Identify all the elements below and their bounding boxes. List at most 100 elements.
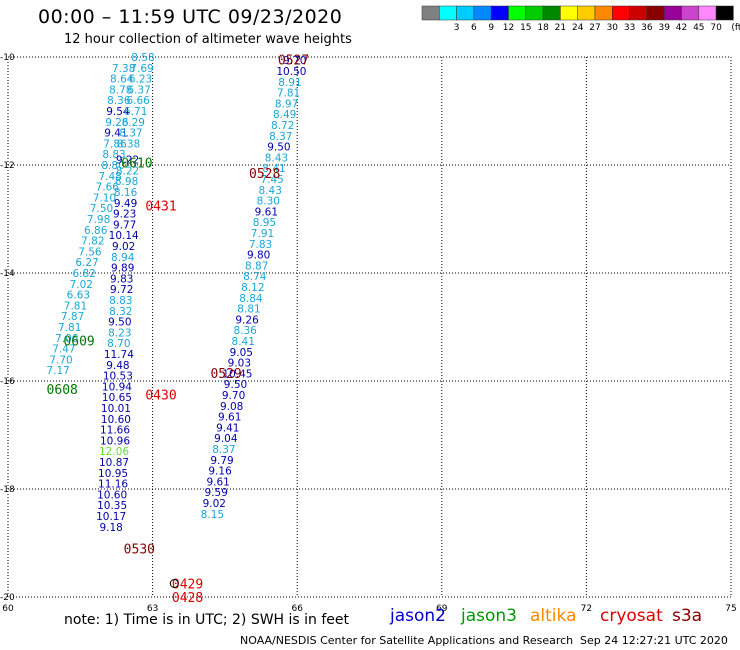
wave-height-label: 10.65 [102, 392, 132, 404]
wave-height-label: 7.69 [130, 63, 153, 75]
wave-height-label: 10.94 [102, 381, 132, 393]
wave-height-label: 7.81 [277, 88, 300, 100]
wave-height-label: 7.10 [93, 192, 116, 204]
x-tick-label: 63 [147, 604, 158, 614]
wave-height-label: 9.03 [228, 358, 251, 370]
wave-height-label: 8.22 [116, 165, 139, 177]
wave-height-label: 9.50 [108, 317, 131, 329]
wave-height-label: 8.37 [119, 128, 142, 140]
wave-height-label: 7.81 [64, 300, 87, 312]
legend-unit-label: (ft) [731, 23, 740, 33]
legend-bin-label: 6 [471, 23, 477, 33]
legend-swatch [439, 5, 457, 21]
wave-height-label: 10.53 [103, 371, 133, 383]
wave-height-label: 8.38 [117, 138, 140, 150]
track-endpoint-marker [169, 579, 179, 588]
wave-height-label: 9.08 [220, 401, 243, 413]
x-tick-label: 75 [725, 604, 736, 614]
wave-height-label: 10.14 [109, 230, 139, 242]
legend-swatch [629, 5, 648, 21]
wave-height-label: 10.50 [276, 66, 306, 78]
wave-height-label: 12.06 [99, 446, 129, 458]
legend-bin-label: 27 [589, 23, 600, 33]
legend-bin-label: 12 [503, 23, 514, 33]
wave-height-label: 7.82 [81, 236, 104, 248]
wave-height-label: 8.74 [243, 271, 267, 283]
wave-height-label: 9.49 [114, 198, 137, 210]
satellite-label-altika: altika [530, 606, 577, 626]
wave-height-label: 6.86 [84, 225, 108, 237]
legend-swatch [490, 5, 509, 21]
legend-bin-label: 39 [658, 23, 670, 33]
wave-height-label: 9.79 [210, 455, 233, 467]
wave-height-label: 9.05 [230, 347, 253, 359]
wave-height-label: 8.29 [122, 117, 145, 129]
legend-bin-label: 30 [607, 23, 619, 33]
wave-height-label: 7.98 [87, 214, 110, 226]
legend-swatch [646, 5, 665, 21]
wave-height-label: 9.80 [247, 250, 270, 262]
legend-swatch [612, 5, 630, 21]
plot-frame [7, 56, 732, 598]
wave-height-label: 7.56 [78, 246, 102, 258]
wave-height-label: 7.70 [49, 354, 72, 366]
wave-height-label: 8.83 [102, 149, 125, 161]
wave-height-label: 8.32 [109, 306, 132, 318]
wave-height-label: 8.37 [269, 131, 292, 143]
wave-height-label: 9.02 [203, 498, 226, 510]
wave-height-label: 11.16 [98, 479, 128, 491]
wave-height-label: 7.48 [98, 171, 121, 183]
wave-height-label: 8.97 [275, 98, 298, 110]
wave-height-label: 7.06 [55, 333, 79, 345]
wave-height-label: 6.37 [127, 84, 150, 96]
wave-height-label: 8.36 [107, 95, 131, 107]
wave-height-label: 8.23 [108, 327, 131, 339]
wave-height-label: 8.15 [201, 509, 224, 521]
wave-height-label: 7.17 [46, 365, 69, 377]
wave-height-label: 8.64 [110, 74, 134, 86]
wave-height-label: 8.36 [233, 325, 257, 337]
credit-line: NOAA/NESDIS Center for Satellite Applica… [240, 634, 574, 647]
wave-height-label: 6.23 [129, 74, 152, 86]
wave-height-label: 10.17 [96, 511, 126, 523]
wave-height-label: 11.74 [104, 349, 134, 361]
y-tick-label: -12 [0, 161, 15, 171]
wave-height-label: 8.41 [262, 163, 285, 175]
wave-height-label: 9.26 [105, 117, 129, 129]
wave-height-label: 10.60 [101, 414, 131, 426]
wave-height-label: 7.66 [96, 182, 120, 194]
legend-swatch [560, 5, 578, 21]
x-tick-label: 60 [2, 604, 14, 614]
wave-height-label: 9.61 [218, 412, 241, 424]
wave-height-label: 10.35 [97, 500, 127, 512]
y-tick-label: -10 [0, 53, 15, 63]
wave-height-label: 9.02 [112, 241, 135, 253]
satellite-label-cryosat: cryosat [600, 606, 663, 626]
wave-height-label: 7.87 [61, 311, 84, 323]
wave-height-label: 8.16 [114, 187, 138, 199]
legend-swatch [473, 5, 492, 21]
wave-height-label: 6.71 [124, 106, 147, 118]
legend-swatch [594, 5, 613, 21]
satellite-label-jason3: jason3 [461, 606, 517, 626]
legend-swatch [456, 5, 475, 21]
wave-height-label: 9.18 [99, 522, 122, 534]
wave-height-label: 9.23 [113, 209, 136, 221]
wave-height-label: 8.91 [278, 77, 301, 89]
wave-height-label: 9.41 [104, 128, 127, 140]
wave-height-label: 9.70 [283, 55, 306, 67]
legend-bin-label: 18 [537, 23, 549, 33]
wave-height-label: 9.89 [111, 263, 134, 275]
wave-height-label: 9.72 [110, 284, 133, 296]
legend-swatch [577, 5, 596, 21]
wave-height-label: 6.27 [75, 257, 98, 269]
pass-time-label: 0527 [278, 54, 309, 69]
wave-height-label: 7.50 [90, 203, 113, 215]
pass-time-label: 0608 [47, 383, 78, 398]
legend-bin-label: 21 [555, 23, 566, 33]
legend-swatch [525, 5, 544, 21]
wave-height-label: 7.86 [103, 138, 127, 150]
y-tick-label: -18 [0, 485, 15, 495]
wave-height-label: 8.95 [253, 217, 276, 229]
